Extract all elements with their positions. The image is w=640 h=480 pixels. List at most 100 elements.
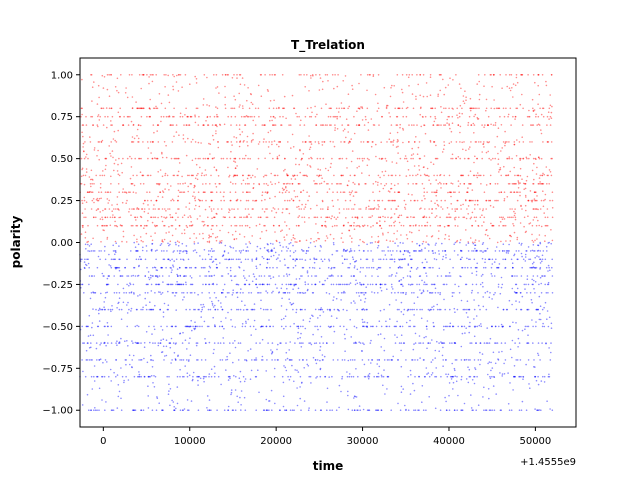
data-point	[181, 375, 184, 378]
data-point	[477, 174, 480, 177]
data-point	[110, 74, 112, 76]
data-point	[281, 191, 284, 194]
data-point	[363, 321, 366, 323]
data-point	[104, 359, 107, 361]
data-point	[533, 250, 535, 252]
data-point	[166, 325, 168, 328]
data-point	[363, 124, 366, 126]
data-point	[415, 98, 417, 100]
data-point	[208, 206, 211, 208]
data-point	[245, 250, 248, 252]
data-point	[161, 240, 163, 242]
data-point	[390, 224, 393, 227]
data-point	[135, 250, 138, 252]
data-point	[295, 258, 298, 261]
data-point	[114, 224, 116, 227]
data-point	[513, 231, 516, 234]
data-point	[531, 266, 534, 269]
data-point	[363, 157, 366, 160]
data-point	[283, 275, 285, 277]
data-point	[481, 157, 484, 160]
data-point	[227, 379, 230, 381]
data-point	[97, 114, 100, 116]
data-point	[405, 115, 408, 118]
data-point	[502, 308, 505, 311]
data-point	[389, 266, 391, 269]
data-point	[400, 334, 403, 337]
data-point	[406, 106, 409, 109]
data-point	[266, 359, 268, 361]
data-point	[502, 250, 504, 252]
data-point	[171, 224, 174, 227]
data-point	[215, 106, 217, 108]
data-point	[325, 235, 328, 237]
data-point	[433, 120, 436, 123]
data-point	[169, 240, 172, 243]
data-point	[209, 143, 212, 145]
data-point	[459, 241, 461, 244]
data-point	[108, 74, 110, 76]
data-point	[432, 250, 434, 252]
data-point	[470, 183, 472, 185]
data-point	[408, 85, 410, 87]
data-point	[299, 292, 302, 294]
data-point	[400, 342, 403, 344]
data-point	[213, 274, 216, 277]
data-point	[302, 319, 305, 321]
data-point	[158, 402, 160, 405]
data-point	[172, 74, 174, 76]
data-point	[80, 157, 83, 160]
data-point	[269, 266, 271, 269]
data-point	[363, 283, 365, 286]
data-point	[253, 308, 256, 311]
data-point	[172, 115, 174, 118]
data-point	[434, 292, 437, 294]
data-point	[155, 107, 158, 110]
data-point	[140, 157, 142, 160]
data-point	[511, 287, 514, 290]
data-point	[411, 258, 413, 261]
data-point	[150, 216, 153, 219]
data-point	[210, 409, 212, 412]
data-point	[98, 359, 100, 361]
data-point	[522, 378, 524, 381]
data-point	[133, 292, 135, 294]
data-point	[460, 208, 462, 210]
data-point	[327, 115, 330, 118]
data-point	[407, 216, 409, 219]
data-point	[255, 278, 258, 280]
data-point	[201, 199, 203, 202]
data-point	[471, 283, 474, 286]
data-point	[91, 86, 94, 88]
data-point	[418, 244, 421, 247]
data-point	[520, 74, 522, 76]
data-point	[231, 409, 234, 412]
data-point	[302, 359, 304, 361]
data-point	[473, 325, 476, 328]
data-point	[502, 258, 504, 261]
data-point	[470, 107, 472, 110]
data-point	[493, 375, 495, 378]
data-point	[316, 375, 318, 378]
data-point	[192, 325, 194, 328]
data-point	[150, 277, 152, 279]
data-point	[87, 335, 90, 337]
data-point	[411, 359, 413, 361]
data-point	[319, 250, 321, 252]
data-point	[269, 119, 271, 122]
data-point	[82, 146, 84, 148]
data-point	[548, 347, 550, 349]
data-point	[252, 138, 254, 141]
data-point	[118, 115, 121, 118]
data-point	[90, 346, 92, 349]
data-point	[138, 373, 141, 376]
data-point	[202, 183, 204, 185]
data-point	[272, 224, 275, 227]
data-point	[235, 124, 238, 126]
data-point	[374, 241, 377, 243]
data-point	[329, 309, 331, 312]
data-point	[350, 275, 353, 277]
data-point	[314, 115, 317, 118]
data-point	[490, 325, 493, 328]
data-point	[376, 222, 378, 224]
